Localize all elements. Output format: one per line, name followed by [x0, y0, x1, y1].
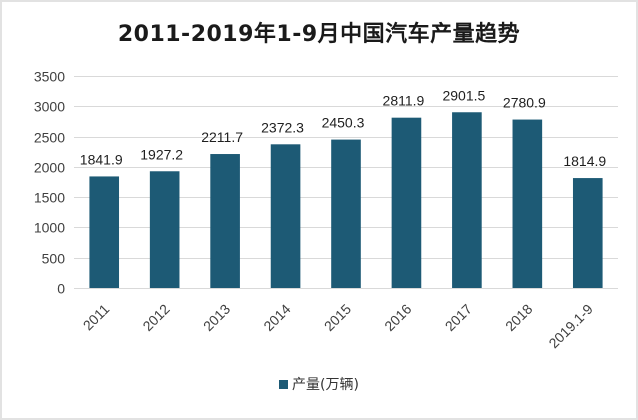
legend-label: 产量(万辆) — [292, 377, 359, 393]
x-tick-label: 2016 — [381, 301, 414, 334]
y-tick-label: 1000 — [34, 220, 65, 236]
data-label: 1841.9 — [80, 151, 123, 167]
data-label: 2211.7 — [201, 129, 243, 145]
bar — [452, 112, 482, 288]
data-label: 2780.9 — [503, 95, 546, 111]
data-label: 1814.9 — [563, 153, 606, 169]
data-label: 1927.2 — [140, 146, 183, 162]
y-tick-label: 3500 — [34, 69, 65, 85]
bar — [270, 144, 301, 288]
data-label: 2450.3 — [322, 115, 365, 131]
bar — [572, 178, 603, 288]
chart-title: 2011-2019年1-9月中国汽车产量趋势 — [117, 22, 521, 47]
bar — [391, 117, 422, 288]
y-axis-ticks: 0 500 1000 1500 2000 2500 3000 3500 — [34, 69, 65, 297]
x-tick-label: 2019.1-9 — [545, 301, 596, 352]
x-tick-label: 2017 — [442, 301, 475, 334]
bar — [149, 171, 180, 288]
bar — [331, 139, 361, 288]
x-tick-label: 2012 — [139, 301, 172, 334]
bars — [89, 112, 603, 288]
y-tick-label: 3000 — [34, 99, 65, 115]
data-label: 2811.9 — [383, 93, 425, 109]
y-tick-label: 0 — [57, 281, 65, 297]
data-labels: 1841.9 1927.2 2211.7 2372.3 2450.3 2811.9 2901… — [80, 87, 607, 169]
y-tick-label: 2500 — [34, 130, 65, 146]
y-tick-label: 1500 — [34, 190, 65, 206]
y-tick-label: 2000 — [34, 160, 65, 176]
x-tick-label: 2015 — [321, 301, 354, 334]
x-tick-label: 2018 — [502, 301, 535, 334]
data-label: 2901.5 — [442, 87, 485, 103]
legend-swatch — [279, 379, 289, 389]
x-tick-label: 2011 — [80, 301, 113, 334]
x-tick-label: 2014 — [260, 301, 293, 334]
legend: 产量(万辆) — [2, 374, 636, 394]
x-axis-ticks: 2011 2012 2013 2014 2015 2016 2017 2018 2019.1-9 — [80, 301, 596, 352]
data-label: 2372.3 — [261, 119, 304, 135]
bar — [512, 119, 543, 288]
y-tick-label: 500 — [42, 251, 66, 267]
bar — [89, 176, 120, 288]
x-tick-label: 2013 — [200, 301, 233, 334]
bar — [210, 154, 240, 288]
